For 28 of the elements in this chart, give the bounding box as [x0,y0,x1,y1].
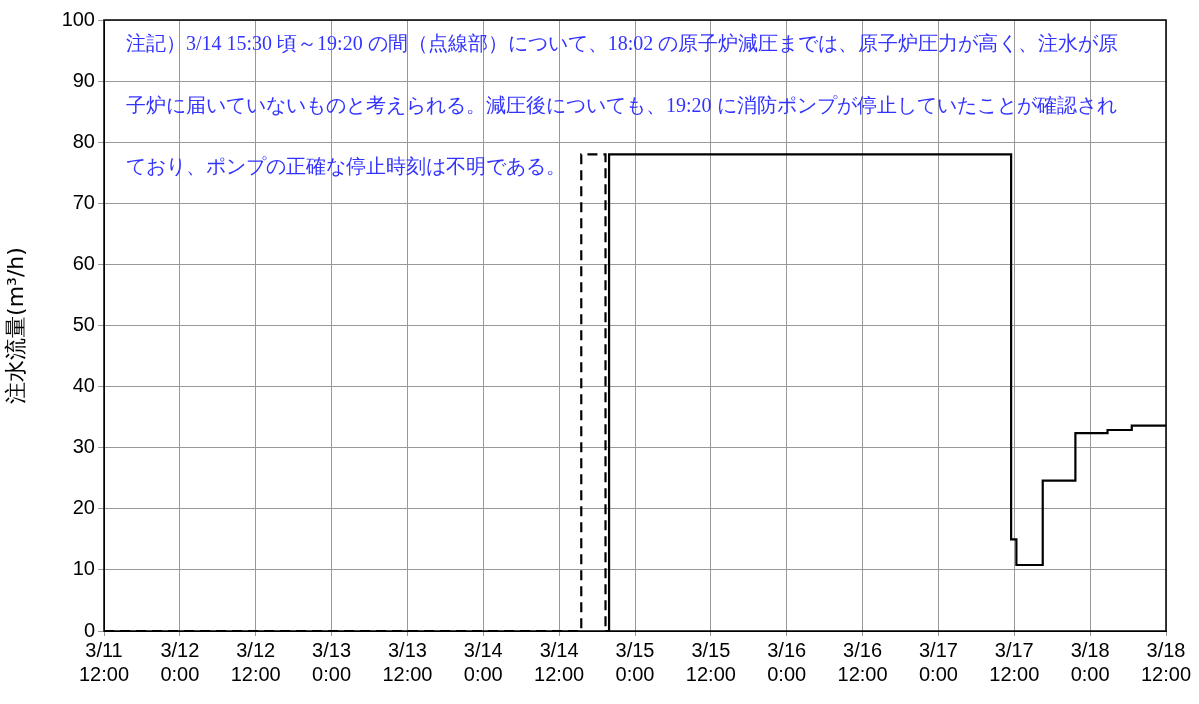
x-tick-label: 3/14 0:00 [463,638,503,685]
x-tick-label: 3/12 12:00 [230,638,281,685]
y-tick-label: 90 [72,68,95,91]
y-tick-label: 70 [72,190,95,213]
text: 注記）3/14 15:30 頃～19:20 の間（点線部）について、18:02 の原子炉減圧までは、原子炉圧力が高く、注水が原子炉に届いていないものと考えられる。減圧後についても、19:20 に消防ポンプが停止していたことが確認されており、ポンプの正確な停止時刻は不明である。 [126,32,1119,178]
x-tick-label: 3/11 12:00 [78,638,130,685]
x-tick-label: 3/17 0:00 [918,638,958,685]
y-tick-label: 50 [72,313,95,336]
x-tick-label: 3/18 0:00 [1070,638,1110,685]
y-axis-title: 注水流量(m³/h) [2,247,28,404]
y-tick-label: 60 [72,251,95,274]
y-tick-label: 0 [83,618,95,641]
x-tick-label: 3/15 0:00 [615,638,655,685]
x-tick-label: 3/17 12:00 [989,638,1040,685]
x-tick-label: 3/13 0:00 [312,638,352,685]
x-tick-label: 3/16 0:00 [767,638,807,685]
x-tick-label: 3/15 12:00 [685,638,736,685]
x-tick-label: 3/12 0:00 [160,638,200,685]
y-tick-label: 100 [61,7,95,30]
y-tick-label: 40 [72,374,95,397]
x-tick-label: 3/14 12:00 [534,638,585,685]
x-tick-label: 3/18 12:00 [1140,638,1192,685]
x-tick-label: 3/16 12:00 [837,638,888,685]
y-tick-label: 20 [72,496,95,519]
y-tick-label: 30 [72,435,95,458]
y-tick-label: 10 [72,557,95,580]
x-tick-label: 3/13 12:00 [382,638,433,685]
y-tick-label: 80 [72,129,95,152]
